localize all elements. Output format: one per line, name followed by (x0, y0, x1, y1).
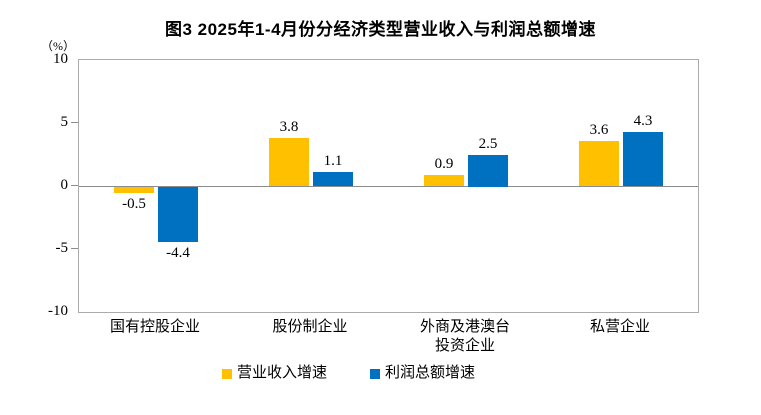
y-tick-label: 5 (60, 114, 69, 130)
bar-value-label: 4.3 (633, 113, 653, 129)
x-category-label: 股份制企业 (272, 319, 348, 335)
bar-value-label: 2.5 (478, 136, 498, 152)
y-axis-unit-label: （%） (41, 39, 75, 53)
bar-营业收入增速-国有控股企业 (114, 187, 154, 193)
y-tick-mark (71, 248, 78, 249)
bar-value-label: -0.5 (122, 196, 146, 212)
bar-value-label: -4.4 (166, 245, 190, 261)
y-tick-label: 10 (53, 51, 68, 67)
plot-area: -0.5 3.8 0.9 3.6 -4.4 1.1 2.5 4.3 (78, 59, 699, 313)
bar-利润总额增速-股份制企业 (313, 172, 353, 186)
bar-value-label: 0.9 (434, 156, 454, 172)
legend-swatch-icon (222, 368, 232, 379)
legend-label: 利润总额增速 (385, 365, 476, 381)
y-tick-label: 0 (60, 177, 69, 193)
legend-item: 利润总额增速 (370, 366, 475, 381)
x-category-label: 私营企业 (589, 319, 650, 335)
bar-利润总额增速-外商及港澳台 (468, 155, 508, 187)
y-tick-mark (71, 122, 78, 123)
zero-axis-line (79, 186, 698, 187)
legend-swatch-icon (370, 368, 381, 379)
bar-利润总额增速-私营企业 (623, 132, 663, 186)
bar-value-label: 3.8 (279, 119, 299, 135)
bar-营业收入增速-股份制企业 (269, 138, 309, 186)
x-category-label: 外商及港澳台 投资企业 (419, 319, 510, 354)
legend-label: 营业收入增速 (237, 365, 328, 381)
bar-利润总额增速-国有控股企业 (158, 187, 198, 242)
y-tick-label: -10 (48, 303, 68, 319)
bar-value-label: 1.1 (323, 153, 343, 169)
y-tick-label: -5 (55, 240, 69, 256)
legend-item: 营业收入增速 (222, 366, 327, 381)
y-tick-mark (71, 185, 78, 186)
x-category-label: 国有控股企业 (109, 319, 200, 335)
bar-营业收入增速-私营企业 (579, 141, 619, 186)
chart-title: 图3 2025年1-4月份分经济类型营业收入与利润总额增速 (164, 20, 597, 39)
bar-营业收入增速-外商及港澳台 (424, 175, 464, 186)
legend: 营业收入增速 利润总额增速 (222, 366, 475, 381)
bar-value-label: 3.6 (589, 122, 609, 138)
